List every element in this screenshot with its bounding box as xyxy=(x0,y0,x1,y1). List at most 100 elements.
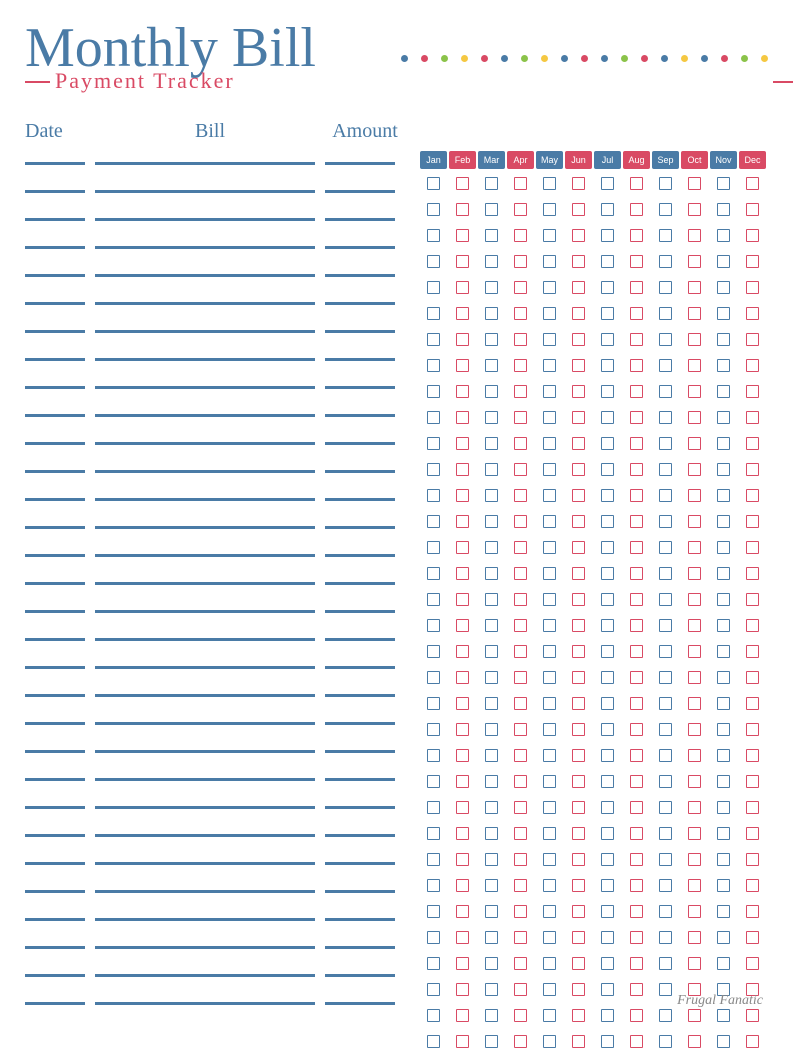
checkbox[interactable] xyxy=(565,903,592,919)
checkbox[interactable] xyxy=(449,539,476,555)
bill-line[interactable] xyxy=(95,638,315,641)
checkbox[interactable] xyxy=(681,175,708,191)
checkbox[interactable] xyxy=(565,227,592,243)
date-line[interactable] xyxy=(25,386,85,389)
checkbox[interactable] xyxy=(536,747,563,763)
checkbox[interactable] xyxy=(681,903,708,919)
checkbox[interactable] xyxy=(478,825,505,841)
checkbox[interactable] xyxy=(449,591,476,607)
checkbox[interactable] xyxy=(536,487,563,503)
amount-line[interactable] xyxy=(325,666,395,669)
checkbox[interactable] xyxy=(449,409,476,425)
checkbox[interactable] xyxy=(478,799,505,815)
checkbox[interactable] xyxy=(507,565,534,581)
checkbox[interactable] xyxy=(739,669,766,685)
checkbox[interactable] xyxy=(681,513,708,529)
checkbox[interactable] xyxy=(681,409,708,425)
date-line[interactable] xyxy=(25,358,85,361)
checkbox[interactable] xyxy=(710,253,737,269)
checkbox[interactable] xyxy=(478,721,505,737)
checkbox[interactable] xyxy=(478,877,505,893)
entry-row[interactable] xyxy=(25,319,405,333)
checkbox[interactable] xyxy=(652,175,679,191)
checkbox[interactable] xyxy=(623,981,650,997)
checkbox[interactable] xyxy=(536,305,563,321)
date-line[interactable] xyxy=(25,778,85,781)
checkbox[interactable] xyxy=(565,747,592,763)
checkbox[interactable] xyxy=(623,747,650,763)
amount-line[interactable] xyxy=(325,386,395,389)
amount-line[interactable] xyxy=(325,414,395,417)
checkbox[interactable] xyxy=(507,461,534,477)
checkbox[interactable] xyxy=(536,721,563,737)
checkbox[interactable] xyxy=(420,747,447,763)
amount-line[interactable] xyxy=(325,330,395,333)
bill-line[interactable] xyxy=(95,358,315,361)
checkbox[interactable] xyxy=(681,773,708,789)
checkbox[interactable] xyxy=(565,1007,592,1023)
checkbox[interactable] xyxy=(507,617,534,633)
checkbox[interactable] xyxy=(681,591,708,607)
amount-line[interactable] xyxy=(325,918,395,921)
checkbox[interactable] xyxy=(710,565,737,581)
checkbox[interactable] xyxy=(420,825,447,841)
checkbox[interactable] xyxy=(652,747,679,763)
checkbox[interactable] xyxy=(681,279,708,295)
checkbox[interactable] xyxy=(739,201,766,217)
amount-line[interactable] xyxy=(325,162,395,165)
checkbox[interactable] xyxy=(565,695,592,711)
checkbox[interactable] xyxy=(623,721,650,737)
checkbox[interactable] xyxy=(681,695,708,711)
checkbox[interactable] xyxy=(420,851,447,867)
checkbox[interactable] xyxy=(507,1007,534,1023)
checkbox[interactable] xyxy=(652,695,679,711)
checkbox[interactable] xyxy=(594,617,621,633)
checkbox[interactable] xyxy=(449,201,476,217)
date-line[interactable] xyxy=(25,330,85,333)
checkbox[interactable] xyxy=(449,279,476,295)
checkbox[interactable] xyxy=(507,409,534,425)
entry-row[interactable] xyxy=(25,347,405,361)
checkbox[interactable] xyxy=(594,695,621,711)
bill-line[interactable] xyxy=(95,218,315,221)
amount-line[interactable] xyxy=(325,946,395,949)
bill-line[interactable] xyxy=(95,834,315,837)
checkbox[interactable] xyxy=(739,409,766,425)
checkbox[interactable] xyxy=(652,513,679,529)
checkbox[interactable] xyxy=(739,175,766,191)
date-line[interactable] xyxy=(25,946,85,949)
checkbox[interactable] xyxy=(420,721,447,737)
checkbox[interactable] xyxy=(449,773,476,789)
date-line[interactable] xyxy=(25,890,85,893)
checkbox[interactable] xyxy=(623,565,650,581)
checkbox[interactable] xyxy=(710,331,737,347)
checkbox[interactable] xyxy=(594,825,621,841)
checkbox[interactable] xyxy=(449,643,476,659)
checkbox[interactable] xyxy=(449,903,476,919)
checkbox[interactable] xyxy=(710,383,737,399)
bill-line[interactable] xyxy=(95,778,315,781)
entry-row[interactable] xyxy=(25,767,405,781)
checkbox[interactable] xyxy=(507,773,534,789)
checkbox[interactable] xyxy=(594,643,621,659)
checkbox[interactable] xyxy=(420,1033,447,1049)
checkbox[interactable] xyxy=(710,305,737,321)
checkbox[interactable] xyxy=(420,981,447,997)
checkbox[interactable] xyxy=(420,773,447,789)
checkbox[interactable] xyxy=(710,409,737,425)
checkbox[interactable] xyxy=(594,929,621,945)
checkbox[interactable] xyxy=(478,981,505,997)
checkbox[interactable] xyxy=(507,331,534,347)
amount-line[interactable] xyxy=(325,974,395,977)
entry-row[interactable] xyxy=(25,487,405,501)
amount-line[interactable] xyxy=(325,274,395,277)
amount-line[interactable] xyxy=(325,750,395,753)
checkbox[interactable] xyxy=(420,331,447,347)
checkbox[interactable] xyxy=(652,669,679,685)
entry-row[interactable] xyxy=(25,151,405,165)
checkbox[interactable] xyxy=(623,799,650,815)
checkbox[interactable] xyxy=(478,695,505,711)
checkbox[interactable] xyxy=(449,1033,476,1049)
checkbox[interactable] xyxy=(536,1007,563,1023)
checkbox[interactable] xyxy=(565,851,592,867)
